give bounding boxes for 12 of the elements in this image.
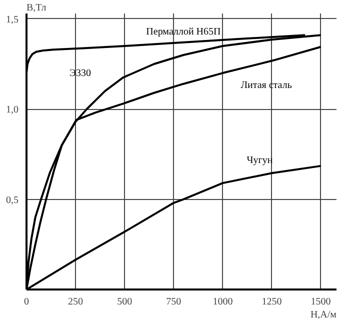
- x-tick-label: 1500: [310, 296, 331, 308]
- x-tick-label: 0: [24, 296, 29, 308]
- y-axis-title: В,Тл: [26, 2, 46, 14]
- x-tick-label: 500: [117, 296, 132, 308]
- x-tick-label: 750: [166, 296, 182, 308]
- x-axis-title: Н,А/м: [310, 310, 338, 320]
- y-tick-label: 1,0: [6, 104, 18, 116]
- x-tick-label: 250: [68, 296, 84, 308]
- y-tick-label: 1,5: [6, 14, 18, 26]
- x-tick-label: 1000: [212, 296, 233, 308]
- x-tick-label: 1250: [262, 296, 282, 308]
- y-tick-label: 0,5: [6, 194, 18, 206]
